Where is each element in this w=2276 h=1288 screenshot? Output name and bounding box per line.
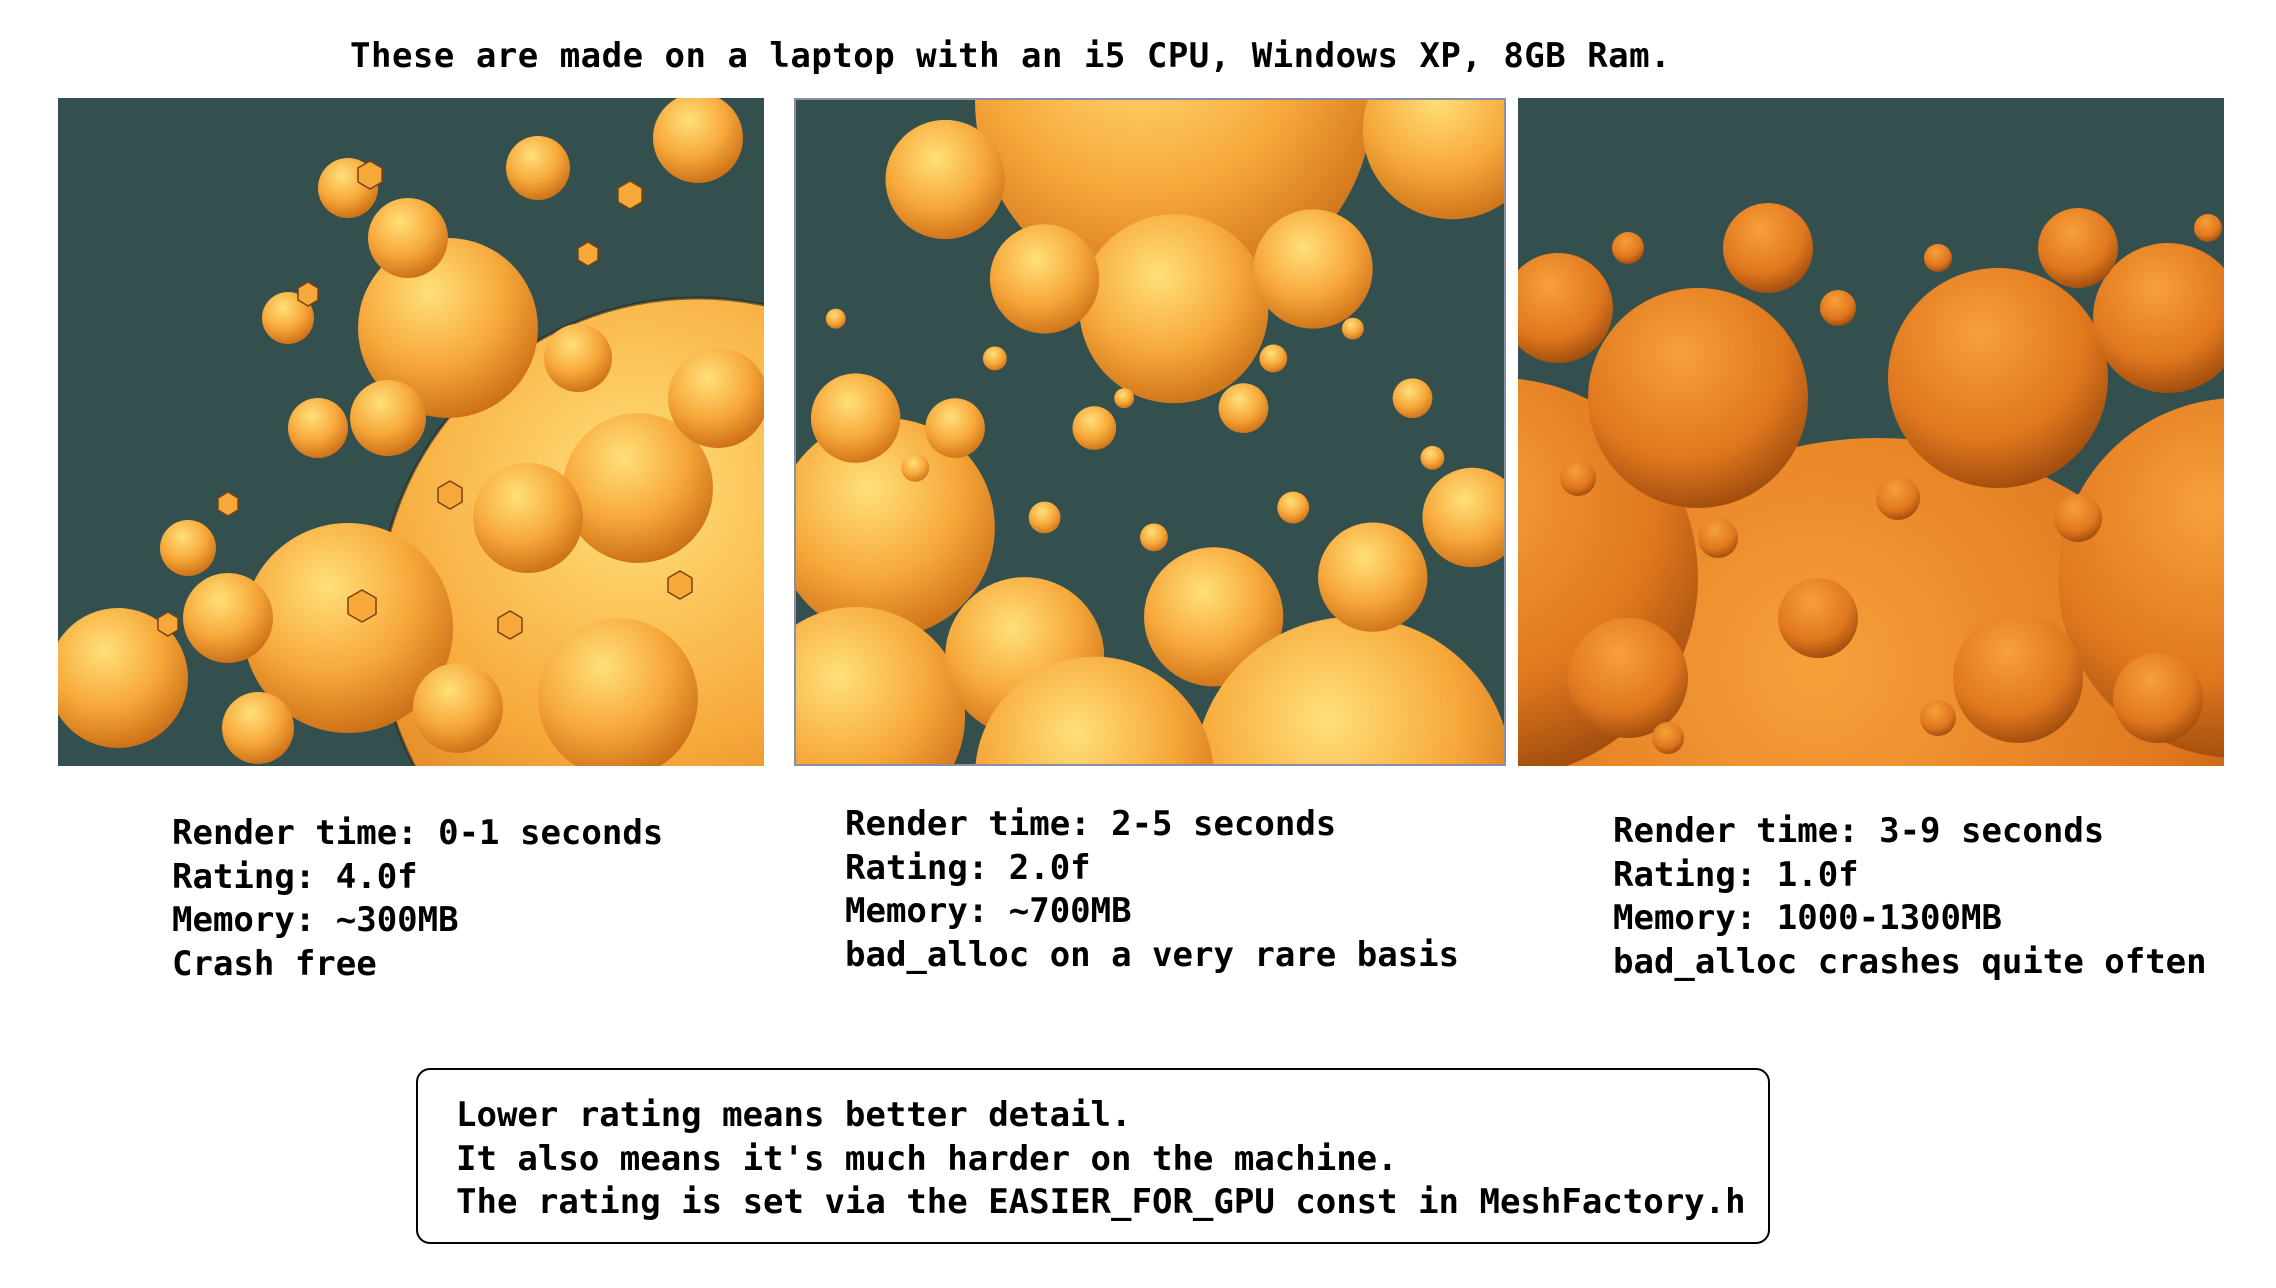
stability-note: bad_alloc on a very rare basis: [845, 934, 1460, 975]
render-stats-3: Render time: 3-9 seconds Rating: 1.0f Me…: [1613, 810, 2207, 984]
render-time-label: Render time: 0-1 seconds: [172, 813, 664, 853]
render-stats-1: Render time: 0-1 seconds Rating: 4.0f Me…: [172, 812, 663, 986]
rating-explanation-box: Lower rating means better detail. It als…: [416, 1068, 1770, 1244]
explanation-line-2: It also means it's much harder on the ma…: [456, 1138, 1398, 1179]
render-time-label: Render time: 3-9 seconds: [1613, 811, 2105, 851]
stability-note: Crash free: [172, 943, 377, 984]
rating-label: Rating: 4.0f: [172, 856, 418, 897]
render-image-rating-2: [794, 98, 1506, 766]
headline: These are made on a laptop with an i5 CP…: [350, 36, 1672, 76]
render-image-rating-4: [58, 98, 764, 766]
render-time-label: Render time: 2-5 seconds: [845, 804, 1337, 844]
render-image-rating-1: [1518, 98, 2224, 766]
explanation-line-1: Lower rating means better detail.: [456, 1095, 1132, 1135]
render-stats-2: Render time: 2-5 seconds Rating: 2.0f Me…: [845, 803, 1459, 977]
explanation-line-3: The rating is set via the EASIER_FOR_GPU…: [456, 1182, 1746, 1222]
memory-label: Memory: 1000-1300MB: [1613, 898, 2002, 938]
rating-label: Rating: 1.0f: [1613, 854, 1859, 895]
memory-label: Memory: ~300MB: [172, 900, 459, 940]
memory-label: Memory: ~700MB: [845, 891, 1132, 931]
rating-label: Rating: 2.0f: [845, 847, 1091, 888]
stability-note: bad_alloc crashes quite often: [1613, 941, 2207, 982]
